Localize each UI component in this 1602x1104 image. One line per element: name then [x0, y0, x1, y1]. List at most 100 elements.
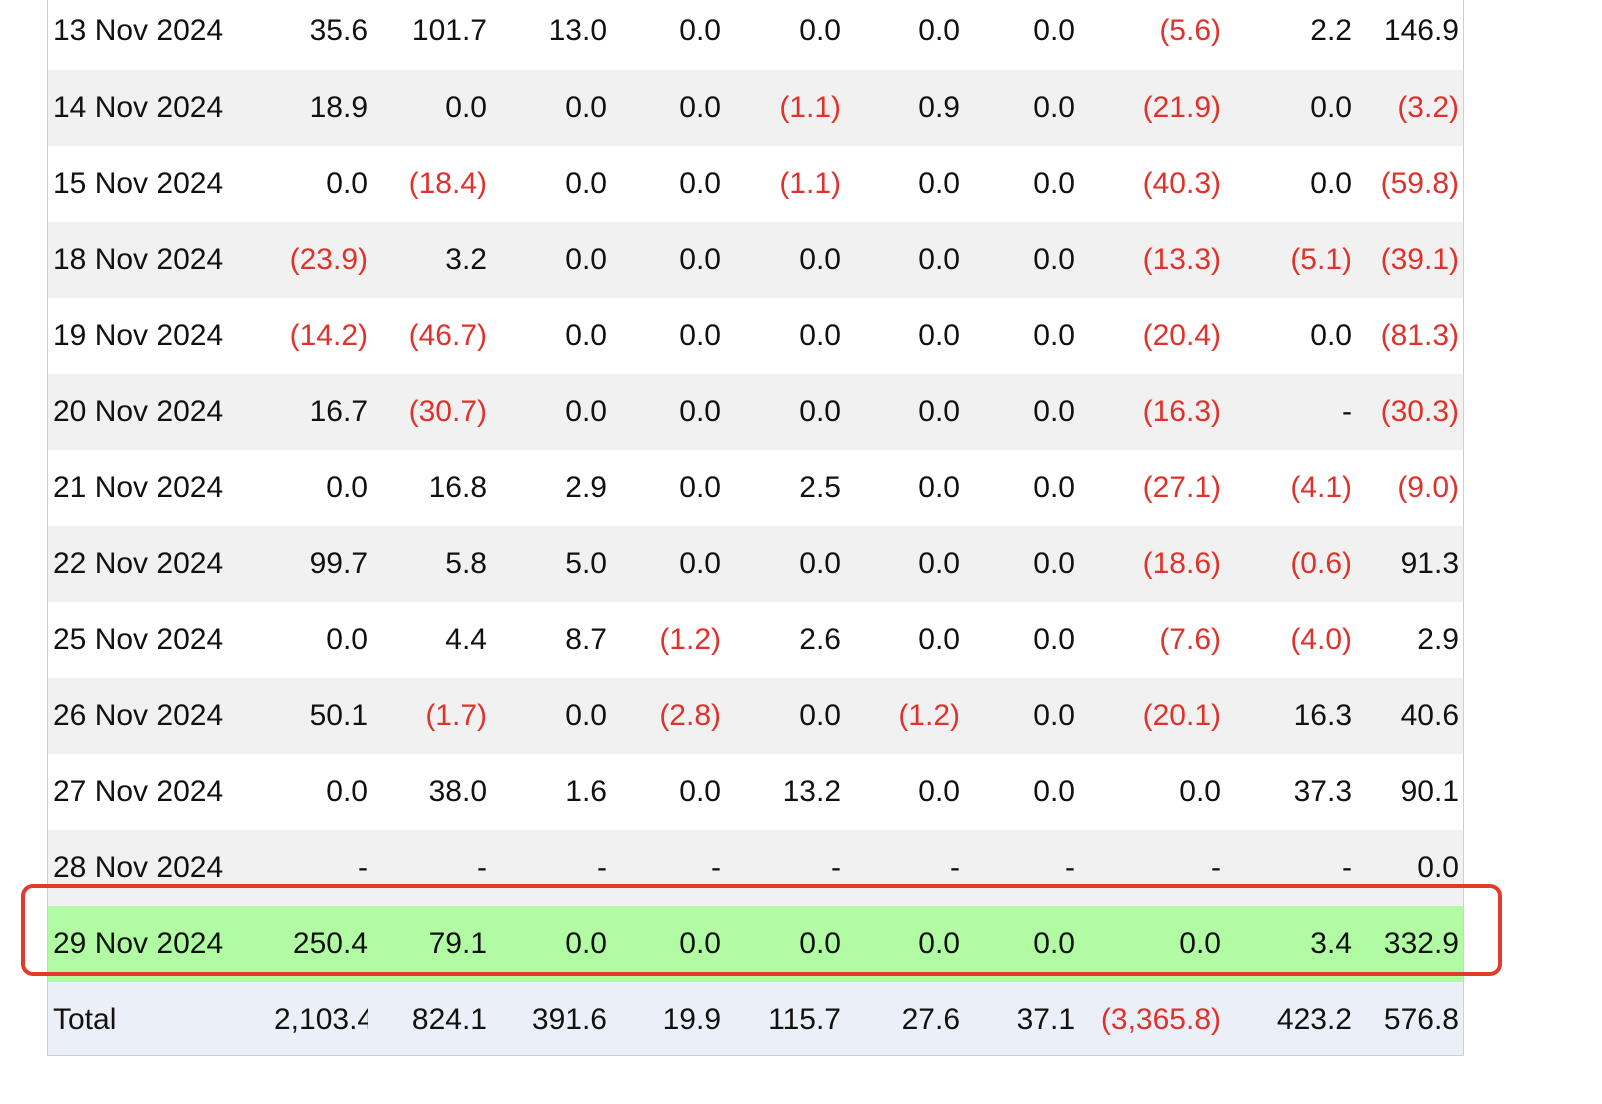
value-cell: (21.9) [1075, 70, 1221, 146]
value-cell: 0.0 [960, 678, 1075, 754]
value-cell: (9.0) [1352, 450, 1463, 526]
value-cell: (5.6) [1075, 0, 1221, 70]
date-cell: 27 Nov 2024 [48, 754, 274, 830]
date-cell: 13 Nov 2024 [48, 0, 274, 70]
value-cell: 0.0 [960, 70, 1075, 146]
table-row: 28 Nov 2024- - - - - - - - -0.0 [48, 830, 1463, 906]
table-row: 13 Nov 2024 35.6 101.7 13.0 0.0 0.0 0.0 0.0 (5.6… [48, 0, 1463, 70]
value-cell: 0.0 [487, 146, 607, 222]
value-cell: (1.1) [721, 70, 841, 146]
value-cell: 0.0 [721, 526, 841, 602]
value-cell: 2.9 [487, 450, 607, 526]
value-cell: (20.1) [1075, 678, 1221, 754]
value-cell: 0.0 [960, 906, 1075, 982]
value-cell: 5.0 [487, 526, 607, 602]
value-cell: 0.0 [487, 70, 607, 146]
value-cell: 0.0 [841, 754, 960, 830]
value-cell: 0.0 [274, 754, 368, 830]
value-cell: 0.0 [960, 526, 1075, 602]
value-cell: 0.0 [274, 146, 368, 222]
value-cell: - [1075, 830, 1221, 906]
value-cell: 79.1 [368, 906, 487, 982]
value-cell: (81.3) [1352, 298, 1463, 374]
table-row: 22 Nov 2024 99.7 5.8 5.0 0.0 0.0 0.0 0.0 (18.6)(… [48, 526, 1463, 602]
value-cell: 0.0 [841, 298, 960, 374]
value-cell: (4.1) [1221, 450, 1352, 526]
total-label: Total [48, 982, 274, 1055]
value-cell: - [960, 830, 1075, 906]
value-cell: 250.4 [274, 906, 368, 982]
value-cell: 0.9 [841, 70, 960, 146]
value-cell: (7.6) [1075, 602, 1221, 678]
value-cell: 0.0 [487, 374, 607, 450]
value-cell: 0.0 [841, 450, 960, 526]
value-cell: - [607, 830, 721, 906]
value-cell: (1.2) [607, 602, 721, 678]
value-cell: 146.9 [1352, 0, 1463, 70]
table-row: 18 Nov 2024 (23.9) 3.2 0.0 0.0 0.0 0.0 0.0 (13.3… [48, 222, 1463, 298]
value-cell: 0.0 [368, 70, 487, 146]
date-cell: 26 Nov 2024 [48, 678, 274, 754]
value-cell: (13.3) [1075, 222, 1221, 298]
value-cell: (0.6) [1221, 526, 1352, 602]
value-cell: 38.0 [368, 754, 487, 830]
value-cell: 37.3 [1221, 754, 1352, 830]
value-cell: 0.0 [960, 298, 1075, 374]
value-cell: 0.0 [841, 526, 960, 602]
value-cell: 0.0 [960, 222, 1075, 298]
date-cell: 22 Nov 2024 [48, 526, 274, 602]
value-cell: 13.2 [721, 754, 841, 830]
value-cell: 332.9 [1352, 906, 1463, 982]
value-cell: 0.0 [960, 450, 1075, 526]
value-cell: (16.3) [1075, 374, 1221, 450]
table-row: 21 Nov 2024 0.0 16.8 2.9 0.0 2.5 0.0 0.0 (27.1)(… [48, 450, 1463, 526]
value-cell: 0.0 [1075, 754, 1221, 830]
value-cell: 0.0 [960, 374, 1075, 450]
date-cell: 28 Nov 2024 [48, 830, 274, 906]
total-value-cell: 423.2 [1221, 982, 1352, 1055]
value-cell: (20.4) [1075, 298, 1221, 374]
value-cell: - [487, 830, 607, 906]
value-cell: 0.0 [607, 70, 721, 146]
value-cell: 40.6 [1352, 678, 1463, 754]
value-cell: 3.2 [368, 222, 487, 298]
value-cell: 0.0 [487, 222, 607, 298]
value-cell: (1.1) [721, 146, 841, 222]
date-cell: 21 Nov 2024 [48, 450, 274, 526]
value-cell: 1.6 [487, 754, 607, 830]
value-cell: (30.7) [368, 374, 487, 450]
value-cell: (23.9) [274, 222, 368, 298]
date-cell: 14 Nov 2024 [48, 70, 274, 146]
value-cell: 99.7 [274, 526, 368, 602]
value-cell: 0.0 [1221, 70, 1352, 146]
value-cell: (27.1) [1075, 450, 1221, 526]
value-cell: 0.0 [607, 526, 721, 602]
value-cell: 0.0 [841, 602, 960, 678]
total-value-cell: 27.6 [841, 982, 960, 1055]
value-cell: (46.7) [368, 298, 487, 374]
value-cell: 0.0 [721, 298, 841, 374]
value-cell: 0.0 [1221, 298, 1352, 374]
value-cell: (40.3) [1075, 146, 1221, 222]
value-cell: 0.0 [607, 374, 721, 450]
value-cell: 0.0 [841, 906, 960, 982]
value-cell: 2.9 [1352, 602, 1463, 678]
value-cell: 0.0 [274, 450, 368, 526]
value-cell: (59.8) [1352, 146, 1463, 222]
value-cell: 91.3 [1352, 526, 1463, 602]
total-value-cell: 824.1 [368, 982, 487, 1055]
value-cell: 0.0 [960, 0, 1075, 70]
value-cell: 0.0 [960, 602, 1075, 678]
value-cell: 90.1 [1352, 754, 1463, 830]
value-cell: 16.8 [368, 450, 487, 526]
value-cell: 0.0 [721, 906, 841, 982]
value-cell: 0.0 [960, 146, 1075, 222]
value-cell: 0.0 [721, 0, 841, 70]
date-cell: 18 Nov 2024 [48, 222, 274, 298]
value-cell: 0.0 [721, 374, 841, 450]
table-row: 15 Nov 2024 0.0 (18.4) 0.0 0.0 (1.1) 0.0 0.0 (40… [48, 146, 1463, 222]
date-cell: 20 Nov 2024 [48, 374, 274, 450]
value-cell: 13.0 [487, 0, 607, 70]
value-cell: 0.0 [607, 450, 721, 526]
value-cell: 0.0 [607, 906, 721, 982]
